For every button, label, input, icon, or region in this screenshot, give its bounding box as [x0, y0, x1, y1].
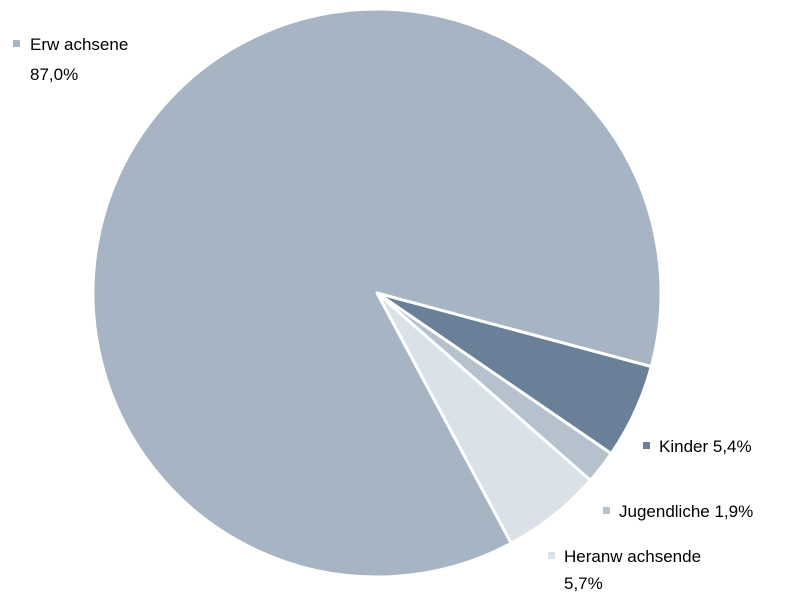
label-erwachsene-line2: 87,0% — [30, 65, 78, 84]
label-erwachsene: Erw achsene 87,0% — [13, 35, 128, 84]
label-marker-erwachsene — [13, 40, 20, 47]
label-kinder-text: Kinder 5,4% — [659, 437, 752, 456]
label-heranwachsende: Heranw achsende 5,7% — [548, 547, 701, 593]
label-heranwachsende-line2: 5,7% — [564, 574, 603, 593]
label-kinder: Kinder 5,4% — [643, 437, 752, 456]
label-heranwachsende-line1: Heranw achsende — [564, 547, 701, 566]
label-marker-kinder — [643, 442, 650, 449]
pie-slice-erwachsene — [91, 7, 663, 579]
label-marker-jugendliche — [603, 507, 610, 514]
label-jugendliche-text: Jugendliche 1,9% — [619, 502, 753, 521]
label-jugendliche: Jugendliche 1,9% — [603, 502, 753, 521]
label-marker-heranwachsende — [548, 552, 555, 559]
label-erwachsene-line1: Erw achsene — [30, 35, 128, 54]
pie-slices — [91, 7, 663, 579]
